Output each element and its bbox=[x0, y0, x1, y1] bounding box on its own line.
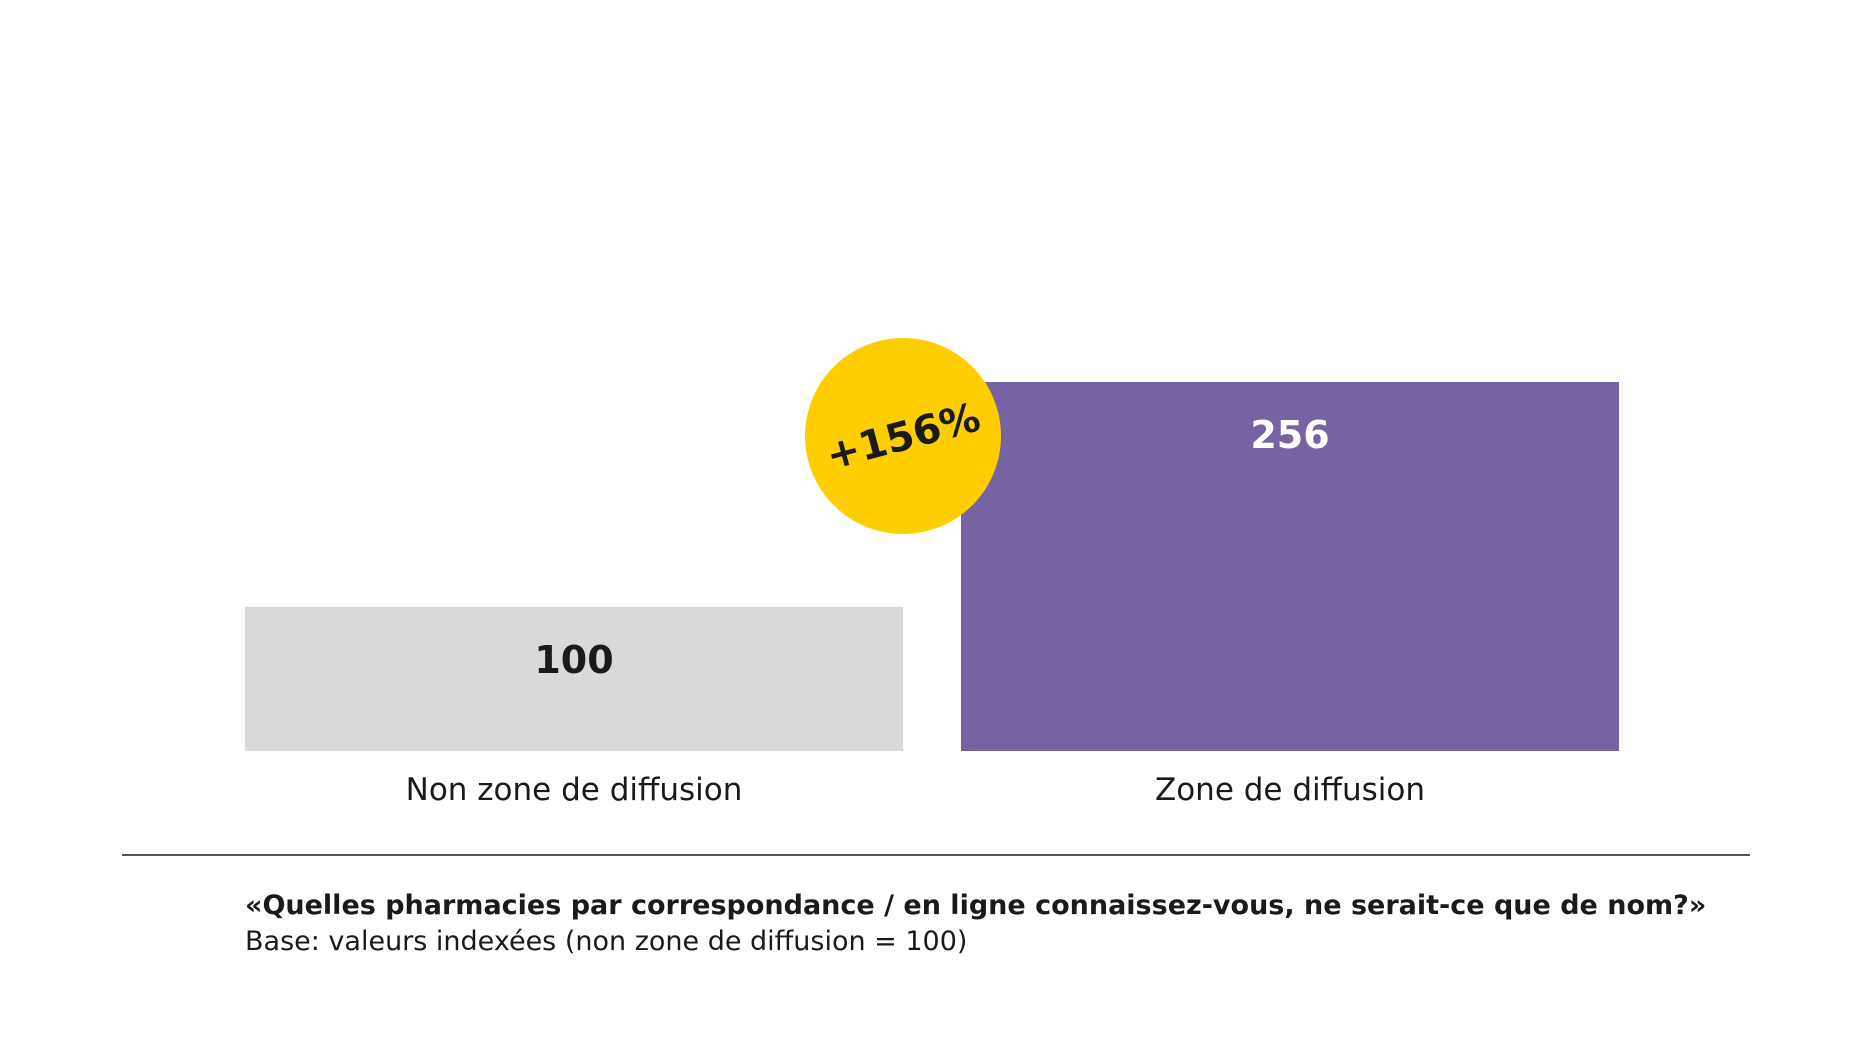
base-note: Base: valeurs indexées (non zone de diff… bbox=[245, 926, 968, 957]
bars-layer bbox=[245, 382, 1619, 751]
labels-layer: 100 Non zone de diffusion 256 Zone de diffu… bbox=[406, 413, 1425, 808]
value-label-2: 256 bbox=[1250, 413, 1329, 457]
footnote: «Quelles pharmacies par correspondance /… bbox=[245, 888, 1805, 960]
category-label-2: Zone de diffusion bbox=[1155, 772, 1425, 808]
bar-1 bbox=[245, 606, 903, 751]
badge-circle bbox=[805, 338, 1001, 534]
survey-question: «Quelles pharmacies par correspondance /… bbox=[245, 890, 1707, 921]
change-badge: +156% bbox=[805, 338, 1001, 534]
value-label-1: 100 bbox=[534, 638, 613, 682]
category-label-1: Non zone de diffusion bbox=[406, 772, 743, 808]
bar-2 bbox=[961, 382, 1619, 751]
